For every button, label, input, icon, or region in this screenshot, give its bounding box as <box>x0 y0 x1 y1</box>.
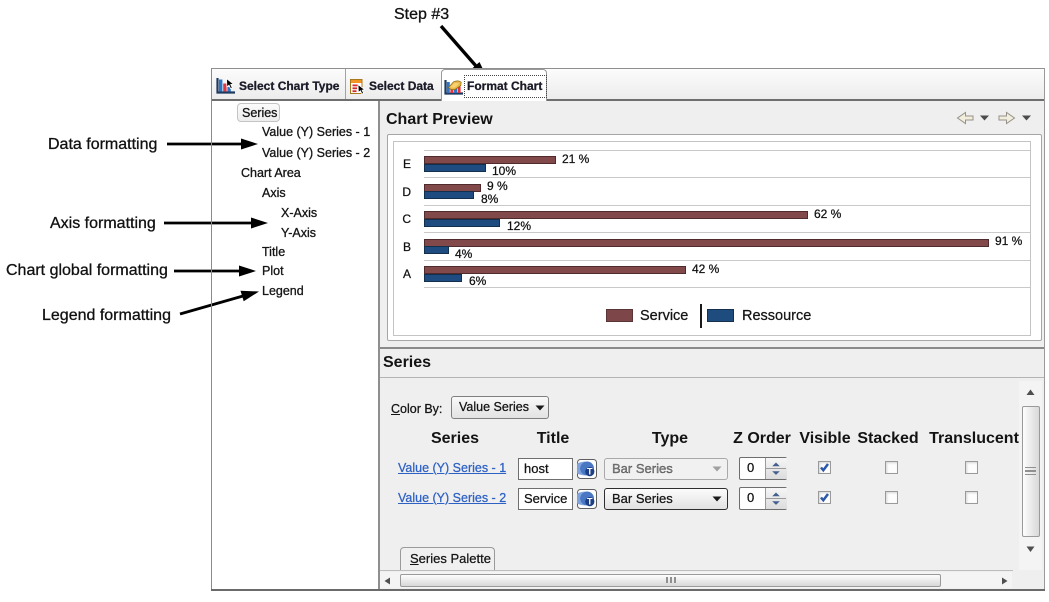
svg-text:T: T <box>587 497 593 507</box>
svg-text:T: T <box>587 467 593 477</box>
